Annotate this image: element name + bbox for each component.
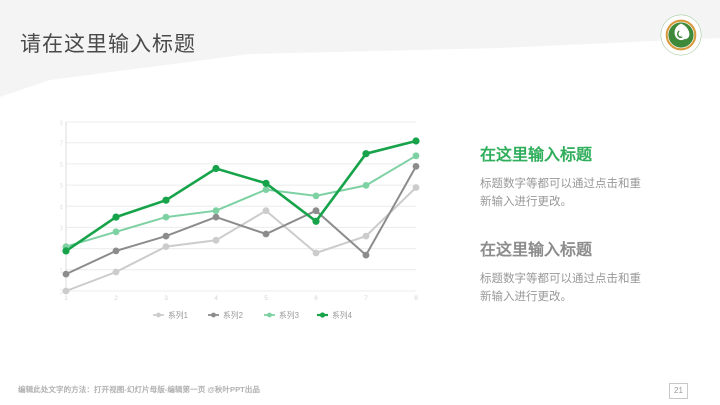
svg-text:系列2: 系列2 <box>223 310 243 320</box>
svg-text:8: 8 <box>60 121 63 128</box>
svg-text:8: 8 <box>414 295 418 302</box>
svg-text:6: 6 <box>314 295 318 302</box>
svg-text:3: 3 <box>164 295 168 302</box>
svg-text:2: 2 <box>114 295 118 302</box>
svg-text:5: 5 <box>264 295 268 302</box>
svg-text:3: 3 <box>60 225 63 232</box>
svg-text:1: 1 <box>64 295 68 302</box>
svg-text:7: 7 <box>60 141 63 148</box>
svg-text:6: 6 <box>60 162 63 169</box>
svg-text:·: · <box>677 16 678 20</box>
svg-text:·: · <box>685 16 686 20</box>
svg-text:系列3: 系列3 <box>279 310 299 320</box>
svg-text:5: 5 <box>60 183 63 190</box>
svg-text:4: 4 <box>214 295 218 302</box>
svg-text:系列4: 系列4 <box>332 310 353 320</box>
svg-text:4: 4 <box>60 204 63 211</box>
svg-text:7: 7 <box>364 295 368 302</box>
svg-text:·: · <box>688 18 689 22</box>
svg-text:系列1: 系列1 <box>168 310 188 320</box>
svg-text:0: 0 <box>60 289 63 296</box>
svg-text:·: · <box>681 16 682 20</box>
